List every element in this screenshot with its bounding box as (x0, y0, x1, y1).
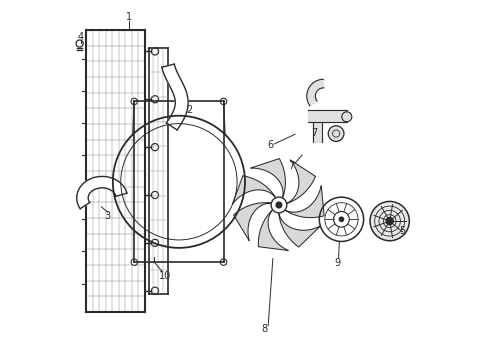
Polygon shape (162, 64, 188, 130)
Circle shape (342, 112, 352, 122)
Text: 9: 9 (335, 258, 341, 268)
Polygon shape (258, 211, 288, 251)
Text: 6: 6 (267, 140, 273, 150)
Polygon shape (307, 79, 324, 106)
Polygon shape (251, 158, 285, 197)
Circle shape (131, 98, 138, 105)
Polygon shape (308, 111, 347, 122)
Circle shape (276, 202, 282, 208)
Circle shape (386, 217, 393, 225)
Circle shape (131, 259, 138, 265)
Circle shape (220, 98, 227, 105)
Polygon shape (234, 203, 270, 241)
Text: 2: 2 (187, 105, 193, 115)
Circle shape (370, 202, 409, 241)
Text: 1: 1 (126, 13, 132, 22)
Text: 10: 10 (158, 271, 171, 281)
Text: 7: 7 (288, 161, 294, 171)
Circle shape (271, 197, 287, 213)
Text: 4: 4 (77, 32, 84, 42)
Circle shape (220, 259, 227, 265)
Polygon shape (286, 186, 324, 217)
Polygon shape (313, 122, 322, 143)
Text: 7: 7 (312, 128, 318, 138)
Polygon shape (77, 176, 127, 209)
Circle shape (243, 179, 247, 184)
Circle shape (328, 126, 344, 141)
Text: 3: 3 (104, 211, 111, 221)
Polygon shape (288, 160, 316, 203)
Polygon shape (279, 214, 320, 247)
Text: 8: 8 (262, 324, 268, 334)
Polygon shape (233, 176, 275, 204)
Text: 5: 5 (399, 226, 405, 236)
Circle shape (339, 217, 343, 221)
